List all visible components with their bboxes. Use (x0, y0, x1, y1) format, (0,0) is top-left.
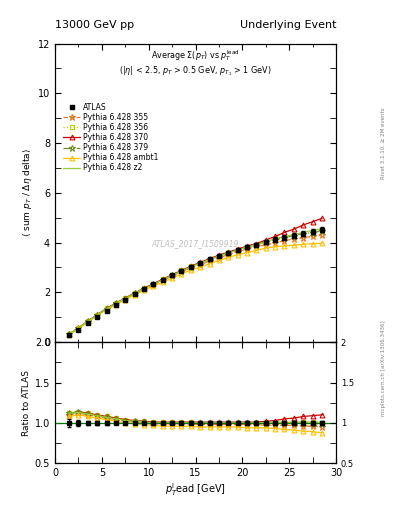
Text: mcplots.cern.ch [arXiv:1306.3436]: mcplots.cern.ch [arXiv:1306.3436] (381, 321, 386, 416)
Legend: ATLAS, Pythia 6.428 355, Pythia 6.428 356, Pythia 6.428 370, Pythia 6.428 379, P: ATLAS, Pythia 6.428 355, Pythia 6.428 35… (62, 101, 160, 174)
Text: ATLAS_2017_I1509919: ATLAS_2017_I1509919 (152, 239, 239, 248)
Y-axis label: Ratio to ATLAS: Ratio to ATLAS (22, 370, 31, 436)
Text: Average $\Sigma(p_T)$ vs $p_T^{\rm lead}$
($|\eta|$ < 2.5, $p_T$ > 0.5 GeV, $p_{: Average $\Sigma(p_T)$ vs $p_T^{\rm lead}… (119, 48, 272, 78)
X-axis label: $p_T^{\rm l}$ead [GeV]: $p_T^{\rm l}$ead [GeV] (165, 481, 226, 498)
Text: Underlying Event: Underlying Event (239, 20, 336, 31)
Text: Rivet 3.1.10, ≥ 2M events: Rivet 3.1.10, ≥ 2M events (381, 108, 386, 179)
Y-axis label: $\langle$ sum $p_T$ / $\Delta\eta$ delta$\rangle$: $\langle$ sum $p_T$ / $\Delta\eta$ delta… (20, 148, 34, 238)
Text: 13000 GeV pp: 13000 GeV pp (55, 20, 134, 31)
